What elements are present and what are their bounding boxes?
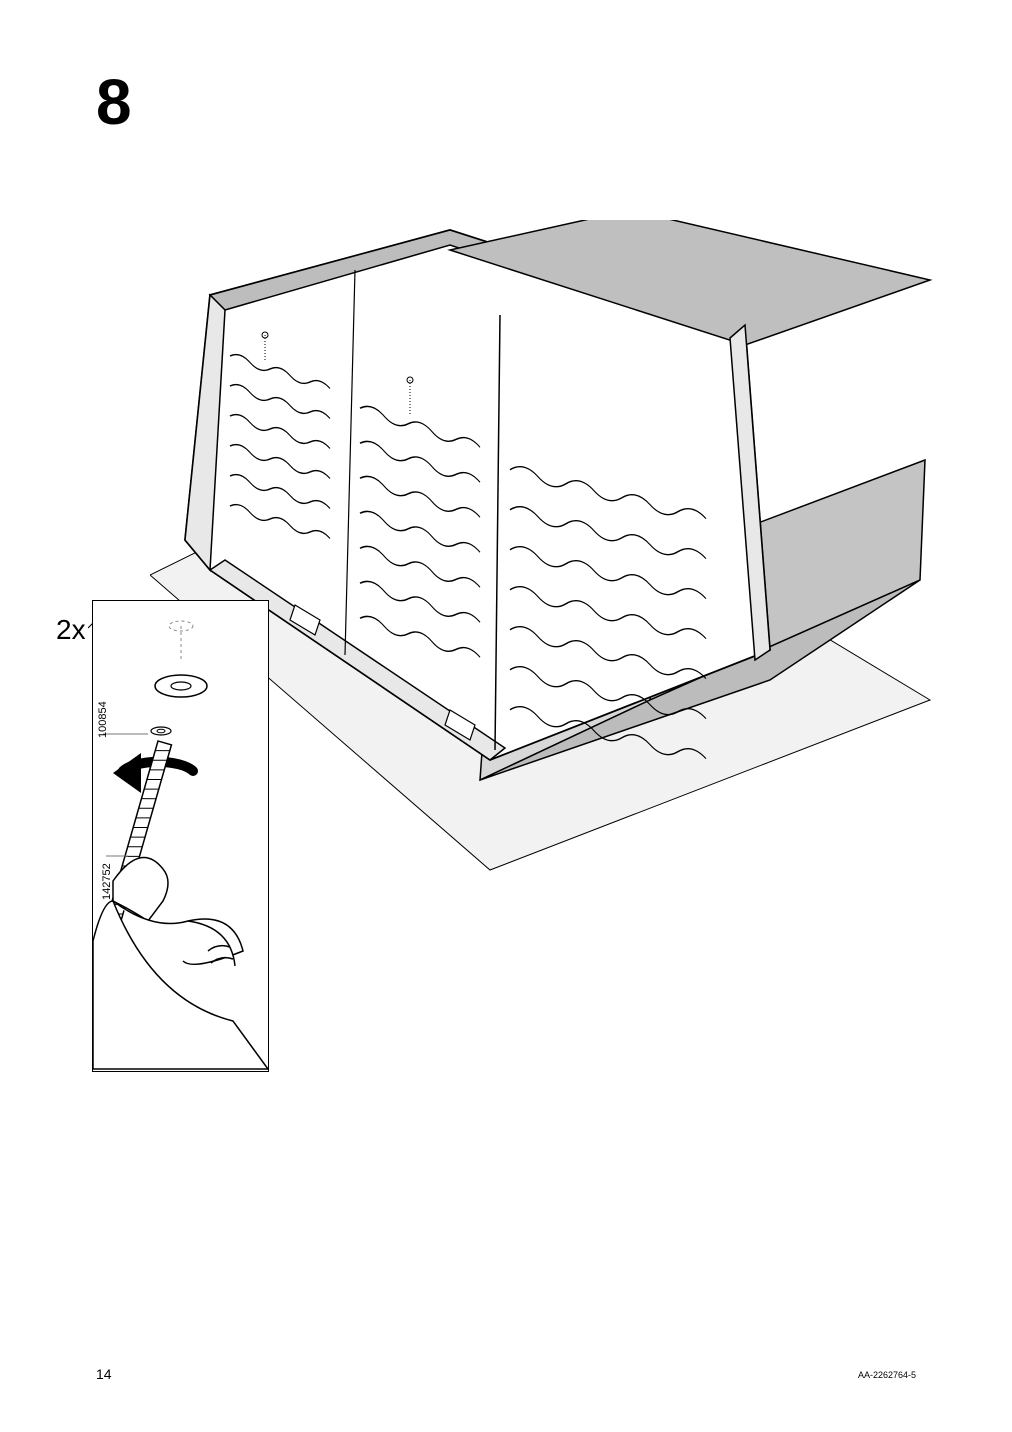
washer-icon: [151, 675, 207, 735]
part-number-bolt: 142752: [101, 863, 113, 900]
page-number: 14: [96, 1366, 112, 1382]
assembly-page: 8: [0, 0, 1012, 1432]
quantity-label: 2x: [56, 616, 86, 644]
part-number-washer: 100854: [97, 701, 109, 738]
hand-icon: [93, 857, 268, 1069]
hardware-callout: [92, 600, 269, 1072]
step-number: 8: [96, 70, 132, 134]
document-code: AA-2262764-5: [858, 1370, 916, 1380]
hole-marker: [169, 621, 193, 661]
